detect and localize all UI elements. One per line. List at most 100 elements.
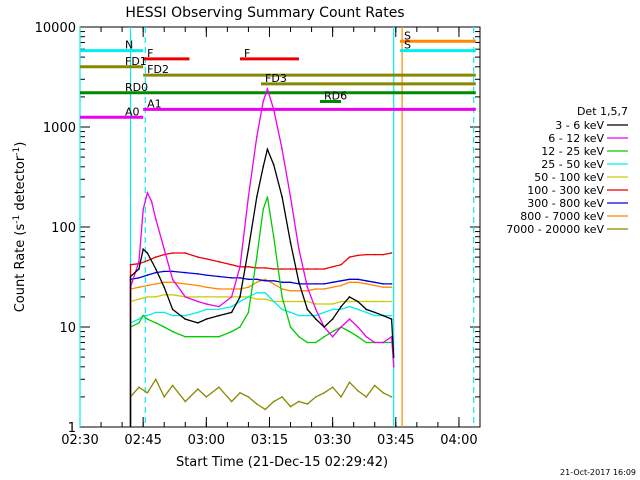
series-point bbox=[348, 296, 351, 298]
y-axis-label: Count Rate (s-1 detector-1) bbox=[12, 142, 28, 313]
series-point bbox=[298, 314, 300, 317]
series-point bbox=[281, 296, 283, 298]
series-point bbox=[306, 341, 309, 344]
series-point bbox=[146, 259, 149, 262]
series-point bbox=[197, 284, 199, 287]
legend-label: 12 - 25 keV bbox=[541, 145, 604, 158]
series-point bbox=[340, 308, 342, 311]
series-point bbox=[373, 341, 376, 344]
series-point bbox=[239, 326, 241, 328]
series-point bbox=[272, 108, 275, 111]
series-point bbox=[272, 235, 275, 238]
legend-label: 3 - 6 keV bbox=[555, 119, 604, 132]
series-point bbox=[218, 275, 220, 278]
series-point bbox=[298, 281, 300, 284]
series-point bbox=[218, 308, 220, 311]
series-point bbox=[163, 248, 166, 250]
series-point bbox=[205, 286, 208, 289]
series-point bbox=[373, 300, 376, 303]
series-point bbox=[348, 278, 351, 281]
y-axis-label-part: Count Rate (s bbox=[13, 224, 28, 313]
series-point bbox=[272, 400, 275, 403]
series-point bbox=[205, 303, 208, 305]
series-point bbox=[357, 281, 359, 284]
series-point bbox=[373, 384, 376, 387]
series-point bbox=[230, 311, 233, 314]
series-point bbox=[289, 300, 292, 303]
series-point bbox=[163, 326, 166, 328]
series-point bbox=[154, 268, 157, 270]
series-point bbox=[247, 265, 250, 268]
series-point bbox=[298, 400, 300, 403]
series-point bbox=[289, 311, 292, 314]
series-point bbox=[205, 318, 208, 320]
series-point bbox=[306, 290, 309, 292]
series-point bbox=[247, 296, 250, 298]
flag-label: FD2 bbox=[147, 63, 169, 76]
series-point bbox=[392, 356, 395, 358]
series-point bbox=[382, 300, 384, 303]
series-point bbox=[230, 277, 233, 279]
series-point bbox=[331, 303, 334, 305]
series-point bbox=[163, 270, 166, 273]
series-point bbox=[171, 330, 174, 333]
series-point bbox=[306, 403, 309, 405]
series-point bbox=[218, 260, 220, 263]
series-point bbox=[382, 314, 384, 317]
series-point bbox=[331, 386, 334, 389]
series-point bbox=[154, 283, 157, 285]
series-point bbox=[138, 318, 140, 320]
series-point bbox=[184, 252, 187, 254]
series-point bbox=[289, 241, 292, 244]
series-point bbox=[289, 326, 292, 328]
series-point bbox=[197, 311, 199, 314]
series-point bbox=[184, 283, 187, 285]
series-point bbox=[163, 286, 166, 289]
series-point bbox=[323, 335, 326, 338]
series-point bbox=[340, 326, 342, 328]
series-point bbox=[298, 248, 300, 250]
y-tick-label: 1 bbox=[68, 421, 76, 436]
series-point bbox=[365, 396, 368, 398]
series-point bbox=[289, 268, 292, 270]
series-point bbox=[171, 252, 174, 254]
y-axis-label-sup: -1 bbox=[12, 147, 22, 156]
flag-label: FD1 bbox=[125, 55, 147, 68]
series-point bbox=[382, 283, 384, 285]
series-point bbox=[154, 296, 157, 298]
series-point bbox=[197, 273, 199, 275]
legend-label: 6 - 12 keV bbox=[548, 132, 604, 145]
series-point bbox=[266, 148, 269, 150]
series-point bbox=[382, 253, 384, 256]
series-point bbox=[365, 253, 368, 256]
series-point bbox=[239, 391, 241, 394]
x-axis-label: Start Time (21-Dec-15 02:29:42) bbox=[176, 455, 388, 470]
series-point bbox=[239, 288, 241, 290]
legend-label: 100 - 300 keV bbox=[527, 184, 604, 197]
series-point bbox=[340, 284, 342, 287]
flag-label: S bbox=[404, 29, 411, 42]
series-point bbox=[184, 318, 187, 320]
y-axis-label-part: ) bbox=[13, 142, 28, 147]
series-point bbox=[146, 314, 149, 317]
series-point bbox=[264, 278, 267, 281]
series-point bbox=[218, 296, 220, 298]
series-point bbox=[262, 165, 264, 168]
series-point bbox=[142, 208, 144, 211]
series-point bbox=[365, 311, 368, 314]
series-point bbox=[218, 305, 220, 308]
series-point bbox=[171, 293, 174, 296]
series-point bbox=[314, 303, 317, 305]
series-point bbox=[382, 341, 384, 344]
series-point bbox=[264, 408, 267, 411]
series-point bbox=[205, 335, 208, 338]
series-point bbox=[163, 293, 166, 296]
series-point bbox=[373, 311, 376, 314]
series-point bbox=[281, 300, 283, 303]
series-point bbox=[323, 303, 326, 305]
series-point bbox=[365, 335, 368, 338]
series-point bbox=[390, 318, 393, 320]
series-point bbox=[142, 248, 144, 250]
series-point bbox=[171, 308, 174, 311]
